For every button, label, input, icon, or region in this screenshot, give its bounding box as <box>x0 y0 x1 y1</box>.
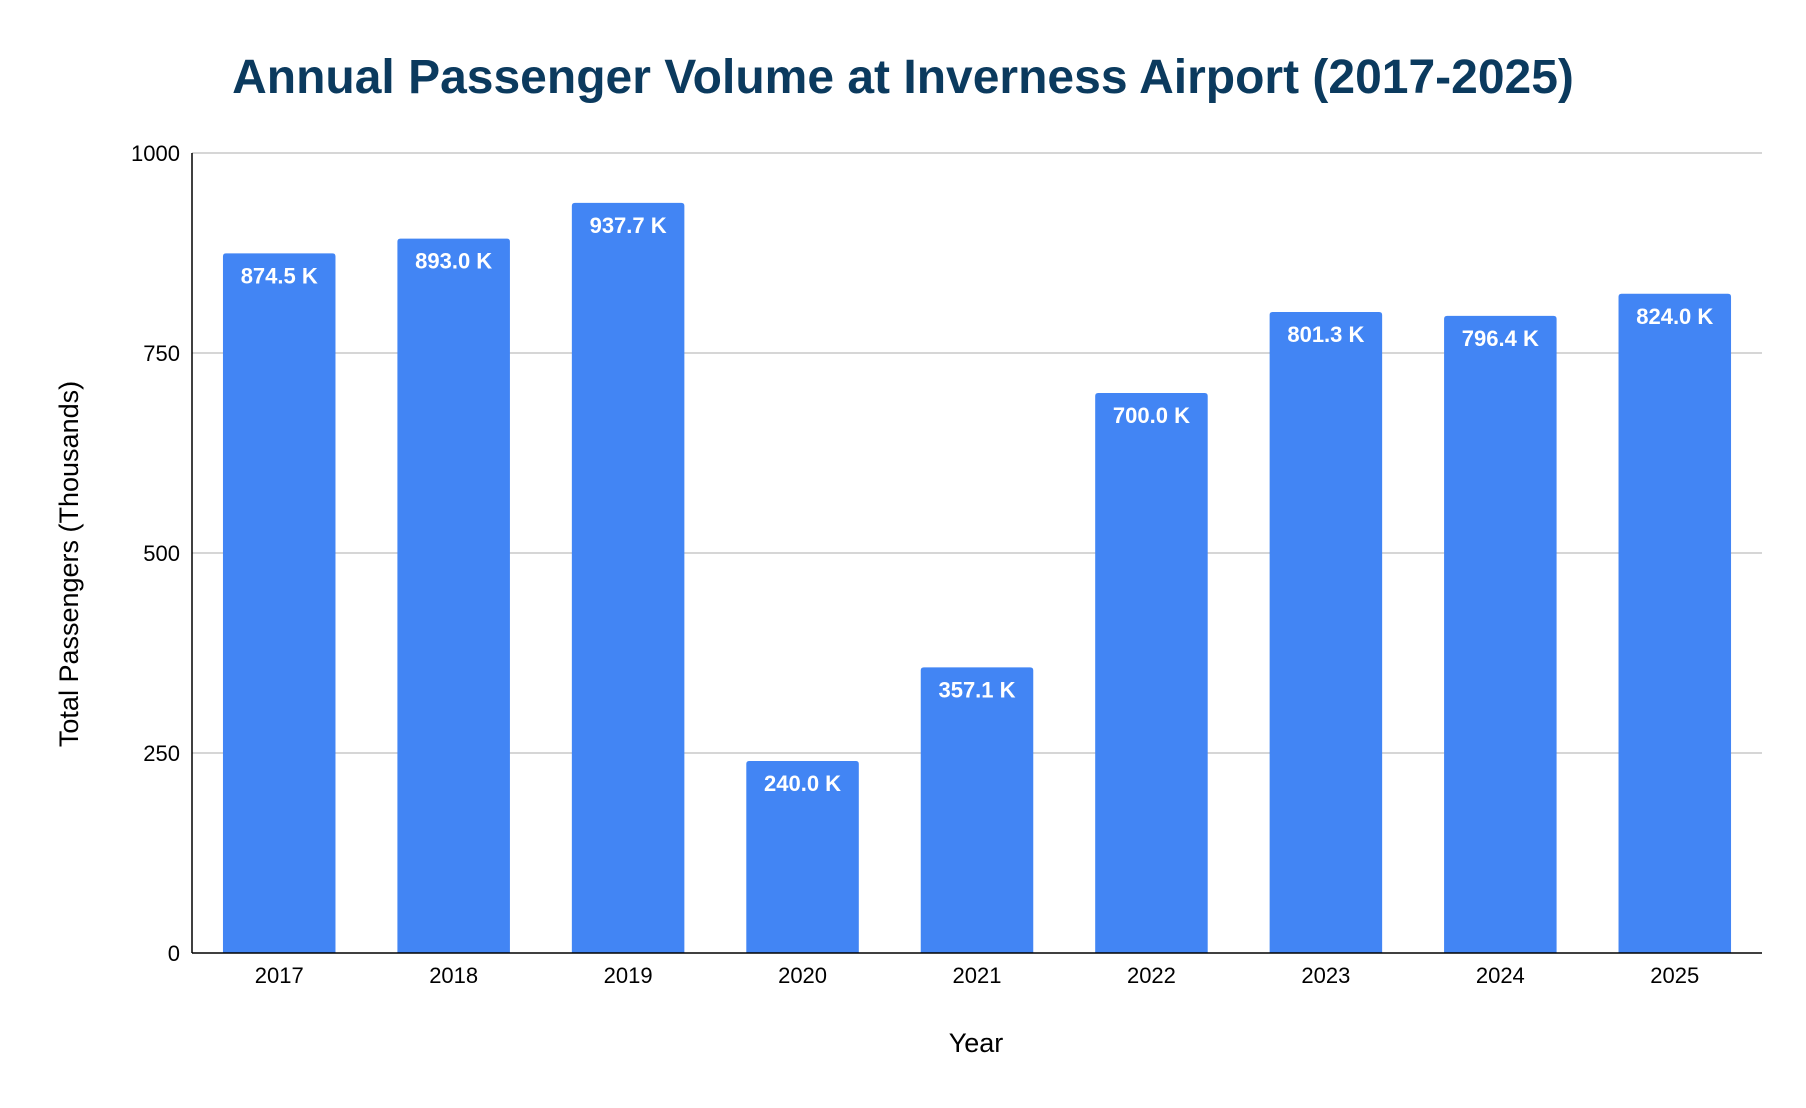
bar-2024 <box>1444 315 1557 953</box>
bar-2018 <box>397 238 510 954</box>
bar-2017 <box>222 253 336 953</box>
y-tick-label: 750 <box>143 341 180 366</box>
x-tick-label-2023: 2023 <box>1301 963 1350 988</box>
data-label-2022: 700.0 K <box>1113 403 1190 428</box>
x-tick-label-2020: 2020 <box>778 963 827 988</box>
x-tick-label-2024: 2024 <box>1476 963 1525 988</box>
x-tick-label-2017: 2017 <box>255 963 304 988</box>
data-label-2021: 357.1 K <box>938 677 1015 702</box>
y-tick-label: 250 <box>143 741 180 766</box>
bar-2020 <box>746 761 859 953</box>
y-tick-label: 500 <box>143 541 180 566</box>
bar-2019 <box>571 202 685 954</box>
x-tick-label-2019: 2019 <box>604 963 653 988</box>
x-tick-label-2025: 2025 <box>1650 963 1699 988</box>
bar-2021 <box>920 667 1034 953</box>
data-label-2017: 874.5 K <box>241 263 318 288</box>
chart-title: Annual Passenger Volume at Inverness Air… <box>232 51 1574 104</box>
bars: 874.5 K 893.0 K 937.7 K 240.0 K 357.1 K 700.0… <box>222 202 1732 954</box>
data-label-2024: 796.4 K <box>1462 326 1539 351</box>
y-tick-label: 0 <box>168 941 180 966</box>
y-tick-label: 1000 <box>131 141 180 166</box>
data-label-2019: 937.7 K <box>590 213 667 238</box>
x-tick-label-2022: 2022 <box>1127 963 1176 988</box>
data-label-2023: 801.3 K <box>1287 322 1364 347</box>
bar-2025 <box>1618 293 1732 953</box>
bar-2023 <box>1269 311 1383 954</box>
data-label-2020: 240.0 K <box>764 771 841 796</box>
x-axis-ticks: 2017 2018 2019 2020 2021 2022 2023 2024 2025 <box>255 963 1700 988</box>
bar-2022 <box>1095 393 1208 953</box>
y-axis-label: Total Passengers (Thousands) <box>54 381 84 747</box>
data-label-2018: 893.0 K <box>415 249 492 274</box>
x-tick-label-2018: 2018 <box>429 963 478 988</box>
x-axis-label: Year <box>949 1028 1004 1058</box>
data-label-2025: 824.0 K <box>1636 304 1713 329</box>
x-tick-label-2021: 2021 <box>953 963 1002 988</box>
y-axis-ticks: 0 250 500 750 1000 <box>131 141 180 966</box>
